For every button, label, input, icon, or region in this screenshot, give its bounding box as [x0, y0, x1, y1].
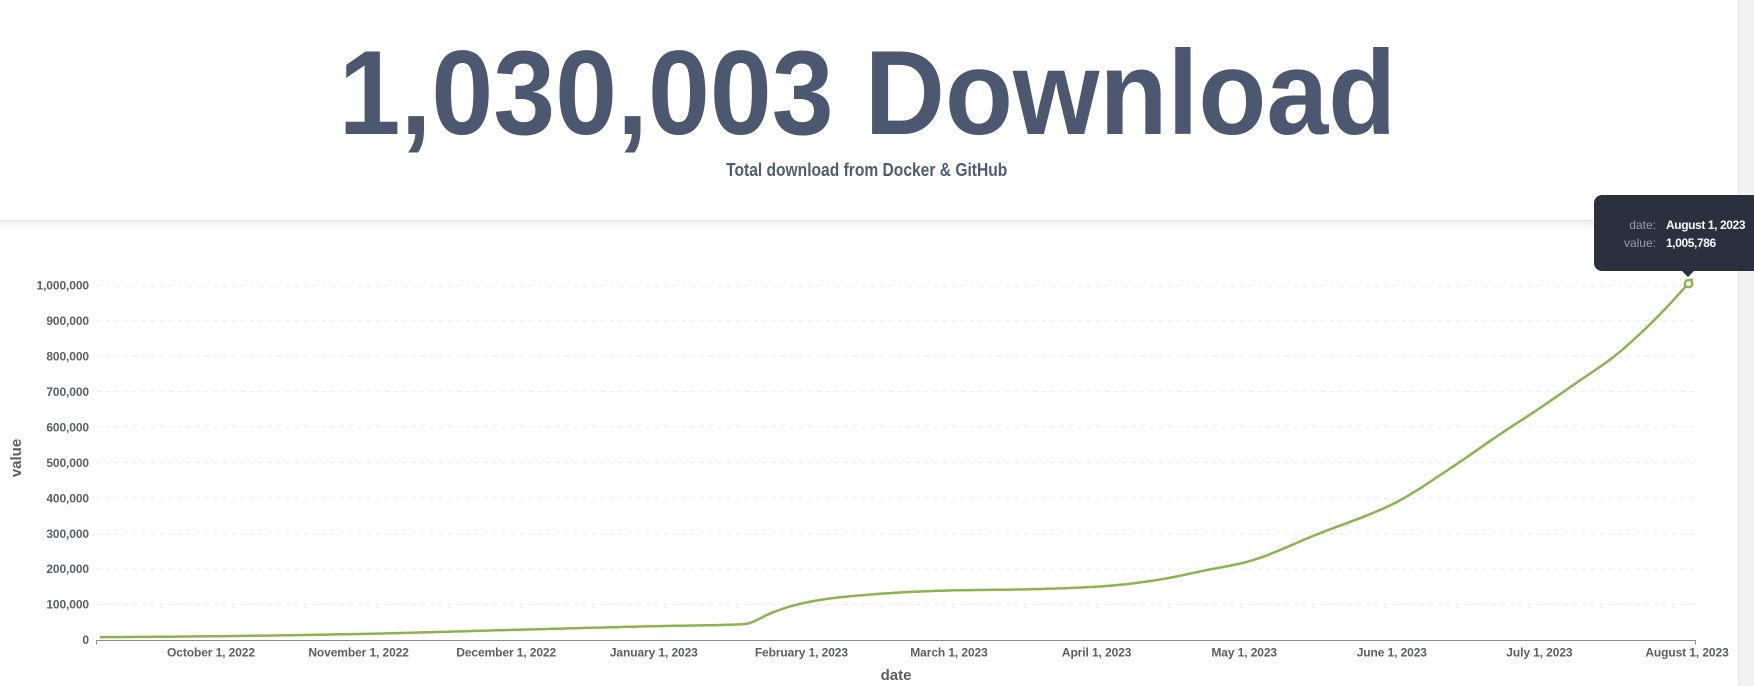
- svg-text:200,000: 200,000: [46, 562, 89, 576]
- svg-text:June 1, 2023: June 1, 2023: [1357, 646, 1428, 660]
- svg-text:January 1, 2023: January 1, 2023: [610, 646, 698, 660]
- svg-text:0: 0: [82, 633, 89, 647]
- svg-text:October 1, 2022: October 1, 2022: [167, 646, 255, 660]
- svg-text:December 1, 2022: December 1, 2022: [456, 646, 556, 660]
- svg-text:August 1, 2023: August 1, 2023: [1645, 646, 1729, 660]
- svg-text:April 1, 2023: April 1, 2023: [1062, 646, 1132, 660]
- svg-text:July 1, 2023: July 1, 2023: [1506, 646, 1573, 660]
- svg-text:1,000,000: 1,000,000: [37, 278, 90, 292]
- svg-text:date: date: [881, 667, 912, 684]
- svg-text:100,000: 100,000: [46, 598, 89, 612]
- svg-text:900,000: 900,000: [46, 314, 89, 328]
- svg-text:300,000: 300,000: [46, 527, 89, 541]
- svg-text:March 1, 2023: March 1, 2023: [910, 646, 988, 660]
- svg-text:800,000: 800,000: [46, 349, 89, 363]
- svg-text:November 1, 2022: November 1, 2022: [308, 646, 409, 660]
- svg-text:February 1, 2023: February 1, 2023: [755, 646, 849, 660]
- svg-text:value: value: [8, 439, 25, 477]
- svg-text:500,000: 500,000: [46, 456, 89, 470]
- svg-text:600,000: 600,000: [46, 420, 89, 434]
- svg-text:May 1, 2023: May 1, 2023: [1211, 646, 1277, 660]
- svg-text:700,000: 700,000: [46, 385, 89, 399]
- svg-text:400,000: 400,000: [46, 491, 89, 505]
